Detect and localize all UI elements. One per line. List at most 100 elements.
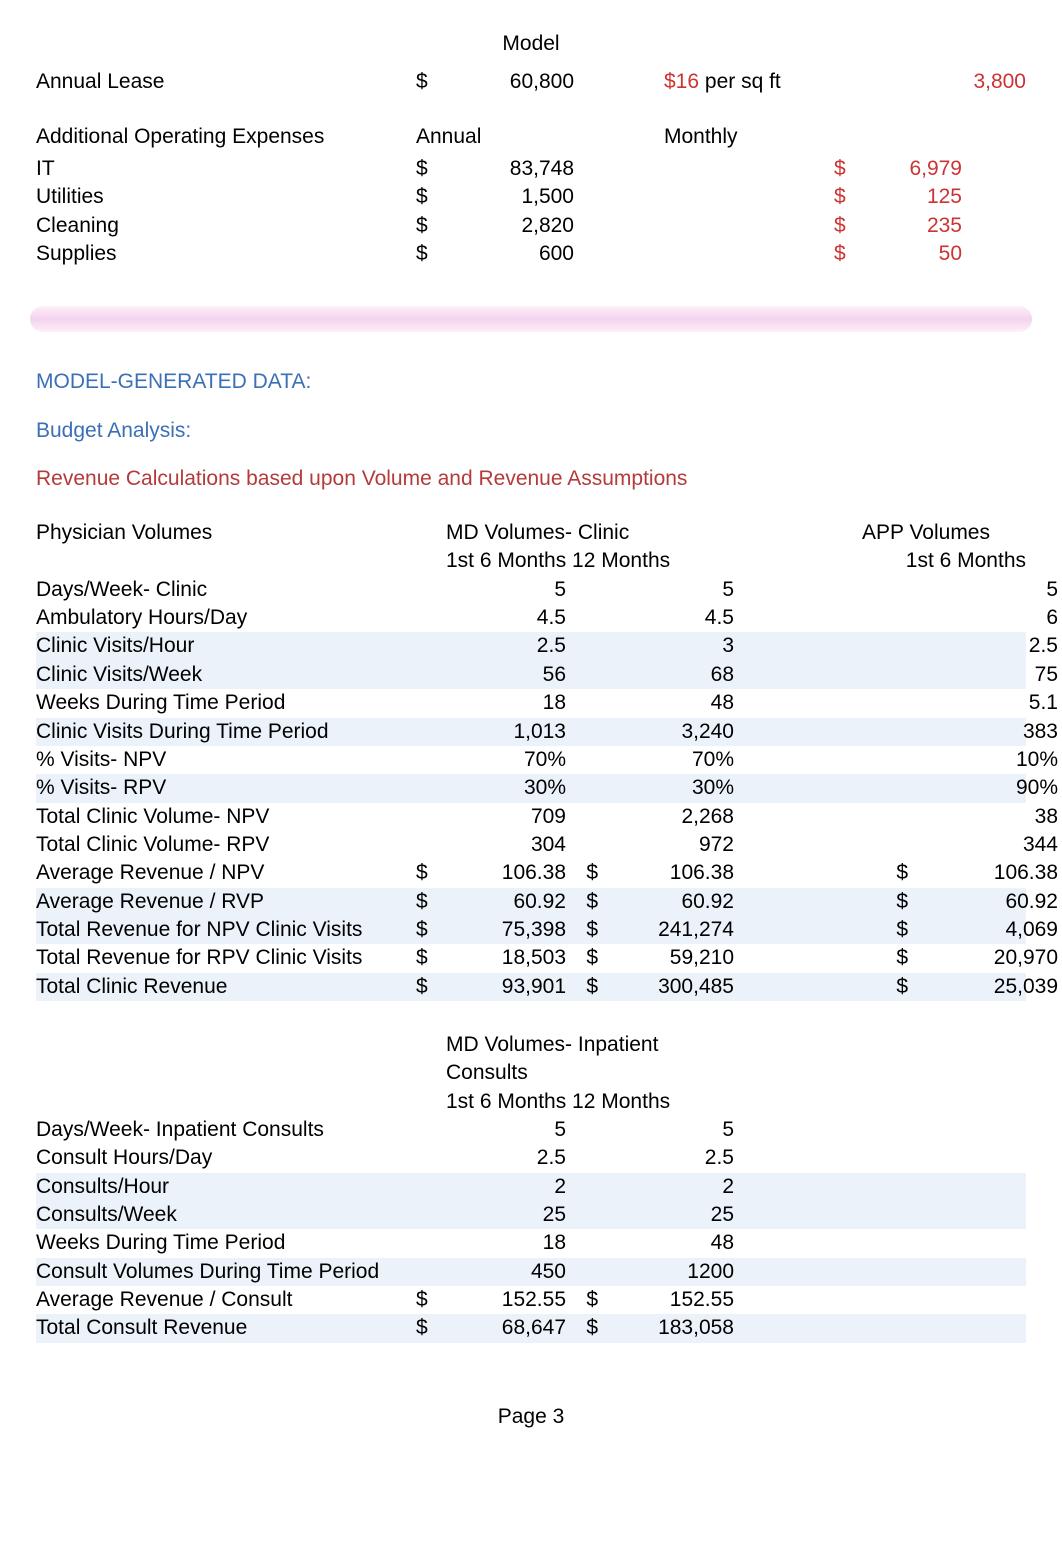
expense-annual: 2,820 [444, 212, 584, 240]
physician-row: Average Revenue / NPV$106.38$106.38$106.… [36, 859, 1026, 887]
dollar-sign: $ [834, 183, 862, 211]
dollar-sign [416, 1144, 446, 1172]
dollar-sign [566, 1258, 598, 1286]
value-12mo: 60.92 [598, 888, 738, 916]
inpatient-row: Total Consult Revenue$68,647$183,058 [36, 1314, 1026, 1342]
dollar-sign [416, 1229, 446, 1257]
lease-sqft: 3,800 [973, 70, 1026, 93]
dollar-sign: $ [566, 1286, 598, 1314]
dollar-sign [738, 661, 908, 689]
dollar-sign [566, 1144, 598, 1172]
dollar-sign: $ [416, 1286, 446, 1314]
dollar-sign: $ [416, 916, 446, 944]
per-sq-ft-label: per sq ft [705, 70, 781, 93]
expense-annual: 600 [444, 240, 584, 268]
value-1st6: 709 [446, 803, 566, 831]
value-app: 75 [908, 661, 1058, 689]
expense-monthly: 6,979 [862, 155, 962, 183]
inpatient-row: Average Revenue / Consult$152.55$152.55 [36, 1286, 1026, 1314]
lease-rate: $16 [664, 70, 699, 93]
value-1st6: 152.55 [446, 1286, 566, 1314]
expense-monthly: 125 [862, 183, 962, 211]
physician-row: Ambulatory Hours/Day4.54.56 [36, 604, 1026, 632]
dollar-sign [738, 774, 908, 802]
value-12mo: 30% [598, 774, 738, 802]
dollar-sign [566, 576, 598, 604]
dollar-sign [738, 803, 908, 831]
physician-row: % Visits- RPV30%30%90% [36, 774, 1026, 802]
md-periods-label: 1st 6 Months 12 Months [416, 547, 738, 575]
dollar-sign: $ [416, 859, 446, 887]
row-label: Average Revenue / Consult [36, 1286, 416, 1314]
dollar-sign [738, 576, 908, 604]
dollar-sign [738, 604, 908, 632]
dollar-sign: $ [738, 944, 908, 972]
expense-row: Supplies$600$50 [36, 240, 1026, 268]
dollar-sign [566, 803, 598, 831]
dollar-sign: $ [738, 888, 908, 916]
expense-row: Utilities$1,500$125 [36, 183, 1026, 211]
dollar-sign: $ [834, 212, 862, 240]
row-label: Total Revenue for RPV Clinic Visits [36, 944, 416, 972]
value-12mo: 972 [598, 831, 738, 859]
dollar-sign [566, 1173, 598, 1201]
inpatient-subheader: 1st 6 Months 12 Months [36, 1088, 1026, 1116]
dollar-sign [566, 1116, 598, 1144]
model-generated-heading: MODEL-GENERATED DATA: [36, 368, 1026, 396]
dollar-sign: $ [566, 859, 598, 887]
value-app: 106.38 [908, 859, 1058, 887]
row-label: Total Clinic Volume- RPV [36, 831, 416, 859]
monthly-header: Monthly [664, 123, 892, 151]
value-1st6: 70% [446, 746, 566, 774]
dollar-sign [566, 774, 598, 802]
value-app: 10% [908, 746, 1058, 774]
value-12mo: 152.55 [598, 1286, 738, 1314]
model-title: Model [36, 30, 1026, 58]
dollar-sign: $ [416, 68, 444, 96]
dollar-sign: $ [416, 212, 444, 240]
row-label: % Visits- RPV [36, 774, 416, 802]
expenses-label: Additional Operating Expenses [36, 123, 416, 151]
dollar-sign [566, 1201, 598, 1229]
dollar-sign [416, 803, 446, 831]
value-12mo: 1200 [598, 1258, 738, 1286]
expense-label: Cleaning [36, 212, 416, 240]
value-1st6: 18 [446, 1229, 566, 1257]
value-12mo: 2 [598, 1173, 738, 1201]
physician-row: Total Revenue for NPV Clinic Visits$75,3… [36, 916, 1026, 944]
dollar-sign: $ [416, 888, 446, 916]
physician-row: Total Revenue for RPV Clinic Visits$18,5… [36, 944, 1026, 972]
expense-annual: 83,748 [444, 155, 584, 183]
dollar-sign [416, 661, 446, 689]
value-1st6: 68,647 [446, 1314, 566, 1342]
dollar-sign [416, 604, 446, 632]
physician-row: Clinic Visits/Week566875 [36, 661, 1026, 689]
value-app: 60.92 [908, 888, 1058, 916]
value-1st6: 60.92 [446, 888, 566, 916]
row-label: Days/Week- Inpatient Consults [36, 1116, 416, 1144]
dollar-sign: $ [416, 183, 444, 211]
divider-band [30, 306, 1032, 332]
physician-rows: Days/Week- Clinic555Ambulatory Hours/Day… [36, 576, 1026, 1001]
dollar-sign [566, 746, 598, 774]
dollar-sign: $ [738, 916, 908, 944]
inpatient-row: Days/Week- Inpatient Consults55 [36, 1116, 1026, 1144]
physician-header: Physician Volumes MD Volumes- Clinic APP… [36, 519, 1026, 547]
expense-annual: 1,500 [444, 183, 584, 211]
physician-row: Total Clinic Revenue$93,901$300,485$25,0… [36, 973, 1026, 1001]
value-1st6: 2.5 [446, 632, 566, 660]
physician-row: Clinic Visits During Time Period1,0133,2… [36, 718, 1026, 746]
value-12mo: 25 [598, 1201, 738, 1229]
row-label: Weeks During Time Period [36, 689, 416, 717]
app-volumes-label: APP Volumes [862, 519, 990, 547]
row-label: Days/Week- Clinic [36, 576, 416, 604]
row-label: Total Revenue for NPV Clinic Visits [36, 916, 416, 944]
value-1st6: 2 [446, 1173, 566, 1201]
value-app: 25,039 [908, 973, 1058, 1001]
value-1st6: 25 [446, 1201, 566, 1229]
row-shade [738, 1173, 1026, 1201]
lease-label: Annual Lease [36, 68, 416, 96]
dollar-sign: $ [834, 155, 862, 183]
row-label: Consult Hours/Day [36, 1144, 416, 1172]
dollar-sign: $ [566, 888, 598, 916]
